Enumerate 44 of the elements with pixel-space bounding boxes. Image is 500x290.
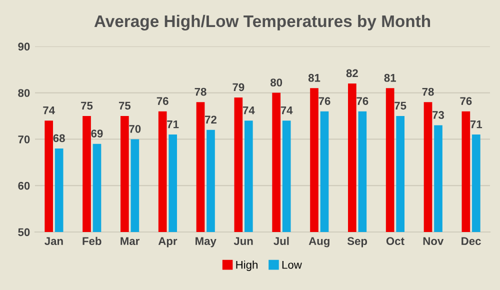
data-label: 76 (318, 97, 330, 105)
data-label: 70 (129, 124, 141, 133)
data-label: 75 (394, 102, 406, 110)
x-tick-label: Oct (386, 237, 404, 246)
data-label: 82 (346, 69, 358, 78)
x-tick-label: Dec (462, 237, 481, 246)
data-label: 78 (194, 88, 206, 96)
y-tick-label: 90 (18, 42, 30, 51)
data-label: 78 (422, 88, 434, 96)
data-label: 72 (205, 116, 216, 124)
data-label: 74 (242, 106, 255, 114)
data-label: 73 (432, 111, 444, 119)
x-tick-label: Aug (308, 237, 330, 248)
y-tick-label: 50 (18, 228, 30, 236)
data-label: 76 (156, 97, 168, 105)
legend-label: High (236, 260, 258, 271)
y-tick-label: 70 (18, 135, 30, 144)
data-label: 75 (118, 102, 131, 110)
data-label: 75 (81, 102, 93, 110)
x-tick-label: Mar (120, 237, 140, 246)
data-label: 71 (470, 120, 482, 128)
data-label: 74 (43, 106, 55, 114)
data-label: 81 (384, 74, 396, 82)
x-tick-label: Sep (347, 237, 368, 248)
x-tick-label: Nov (423, 237, 444, 246)
data-label: 76 (460, 97, 472, 105)
data-label: 74 (280, 106, 293, 114)
data-label: 81 (308, 74, 320, 82)
y-tick-label: 80 (18, 89, 30, 97)
data-label: 76 (356, 97, 368, 105)
data-label: 80 (270, 78, 282, 86)
x-tick-label: Apr (158, 237, 178, 248)
x-tick-label: May (196, 237, 216, 248)
x-tick-label: Jun (234, 237, 253, 246)
data-label: 71 (167, 120, 179, 128)
legend-label: Low (282, 261, 302, 269)
data-label: 68 (53, 134, 65, 142)
chart-title: Average High/Low Temperatures by Month (94, 14, 430, 30)
x-tick-label: Jan (44, 237, 63, 246)
x-tick-label: Jul (274, 236, 289, 246)
y-tick-label: 60 (18, 182, 30, 190)
data-label: 69 (91, 130, 103, 138)
data-label: 79 (232, 83, 244, 92)
x-tick-label: Feb (82, 236, 102, 246)
